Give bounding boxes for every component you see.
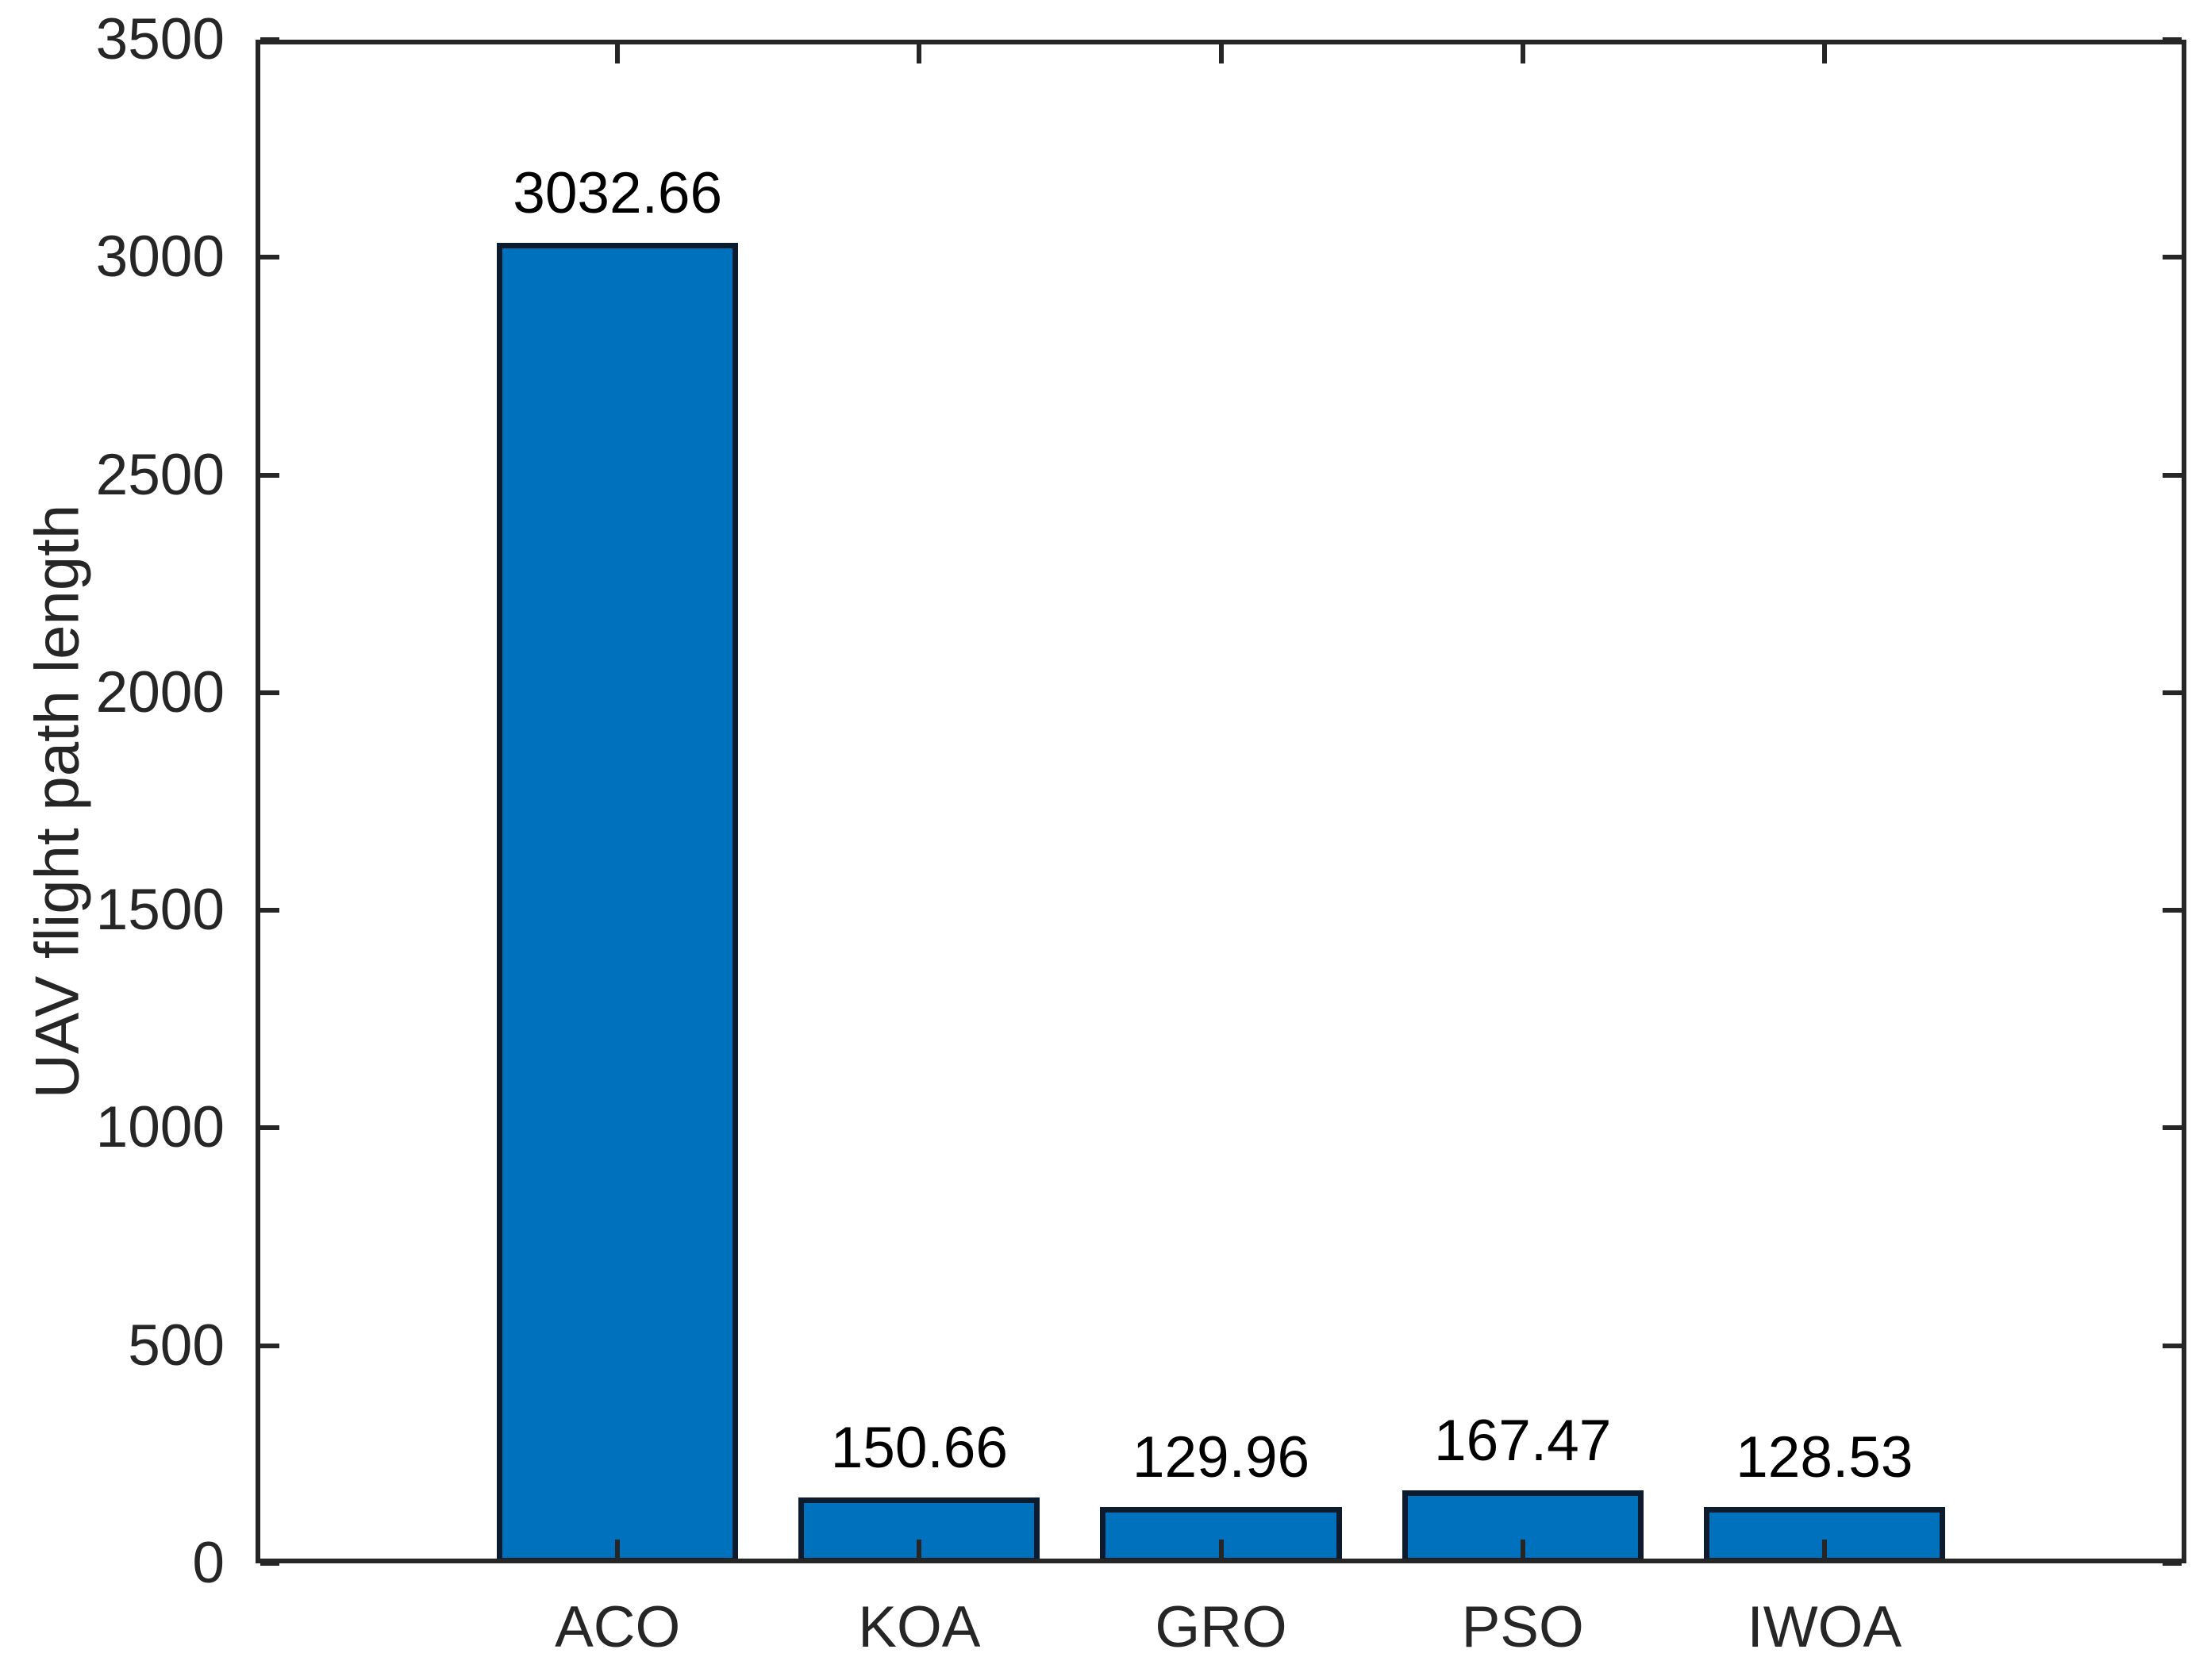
x-tick-mark bbox=[917, 1540, 922, 1559]
y-tick-mark bbox=[260, 908, 279, 913]
y-tick-mark bbox=[260, 1343, 279, 1348]
x-tick-mark-top bbox=[1218, 44, 1224, 63]
x-tick-mark-top bbox=[917, 44, 922, 63]
x-tick-label: GRO bbox=[1155, 1595, 1287, 1659]
x-tick-mark bbox=[615, 1540, 621, 1559]
y-tick-label: 3500 bbox=[95, 7, 225, 71]
y-tick-label: 1000 bbox=[95, 1095, 225, 1160]
y-tick-mark-right bbox=[2163, 255, 2182, 260]
x-tick-label: IWOA bbox=[1747, 1595, 1902, 1659]
bar-value-label: 150.66 bbox=[830, 1416, 1008, 1481]
y-tick-mark-right bbox=[2163, 1343, 2182, 1348]
y-tick-mark bbox=[260, 690, 279, 695]
x-tick-label: ACO bbox=[555, 1595, 681, 1659]
x-tick-mark-top bbox=[615, 44, 621, 63]
y-tick-mark-right bbox=[2163, 1125, 2182, 1131]
bar-aco bbox=[497, 243, 739, 1563]
x-tick-label: KOA bbox=[858, 1595, 981, 1659]
y-tick-label: 2500 bbox=[95, 442, 225, 507]
y-tick-label: 3000 bbox=[95, 225, 225, 290]
y-axis-title: UAV flight path length bbox=[21, 504, 92, 1099]
y-tick-mark-right bbox=[2163, 472, 2182, 478]
x-tick-mark-top bbox=[1821, 44, 1827, 63]
y-tick-label: 1500 bbox=[95, 878, 225, 943]
x-tick-mark-top bbox=[1520, 44, 1525, 63]
y-tick-mark bbox=[260, 1561, 279, 1566]
bar-value-label: 167.47 bbox=[1434, 1409, 1612, 1474]
y-tick-mark bbox=[260, 472, 279, 478]
y-tick-mark-right bbox=[2163, 37, 2182, 42]
x-tick-label: PSO bbox=[1461, 1595, 1584, 1659]
bar-value-label: 129.96 bbox=[1132, 1424, 1310, 1490]
y-tick-label: 0 bbox=[192, 1531, 225, 1595]
y-tick-mark-right bbox=[2163, 908, 2182, 913]
y-tick-mark bbox=[260, 255, 279, 260]
y-tick-label: 500 bbox=[128, 1313, 225, 1378]
x-tick-mark bbox=[1218, 1540, 1224, 1559]
y-tick-mark bbox=[260, 37, 279, 42]
x-tick-mark bbox=[1821, 1540, 1827, 1559]
y-tick-label: 2000 bbox=[95, 659, 225, 725]
y-tick-mark-right bbox=[2163, 1561, 2182, 1566]
bar-value-label: 3032.66 bbox=[513, 161, 723, 226]
y-tick-mark bbox=[260, 1125, 279, 1131]
bar-value-label: 128.53 bbox=[1736, 1425, 1913, 1490]
y-tick-mark-right bbox=[2163, 690, 2182, 695]
x-tick-mark bbox=[1520, 1540, 1525, 1559]
